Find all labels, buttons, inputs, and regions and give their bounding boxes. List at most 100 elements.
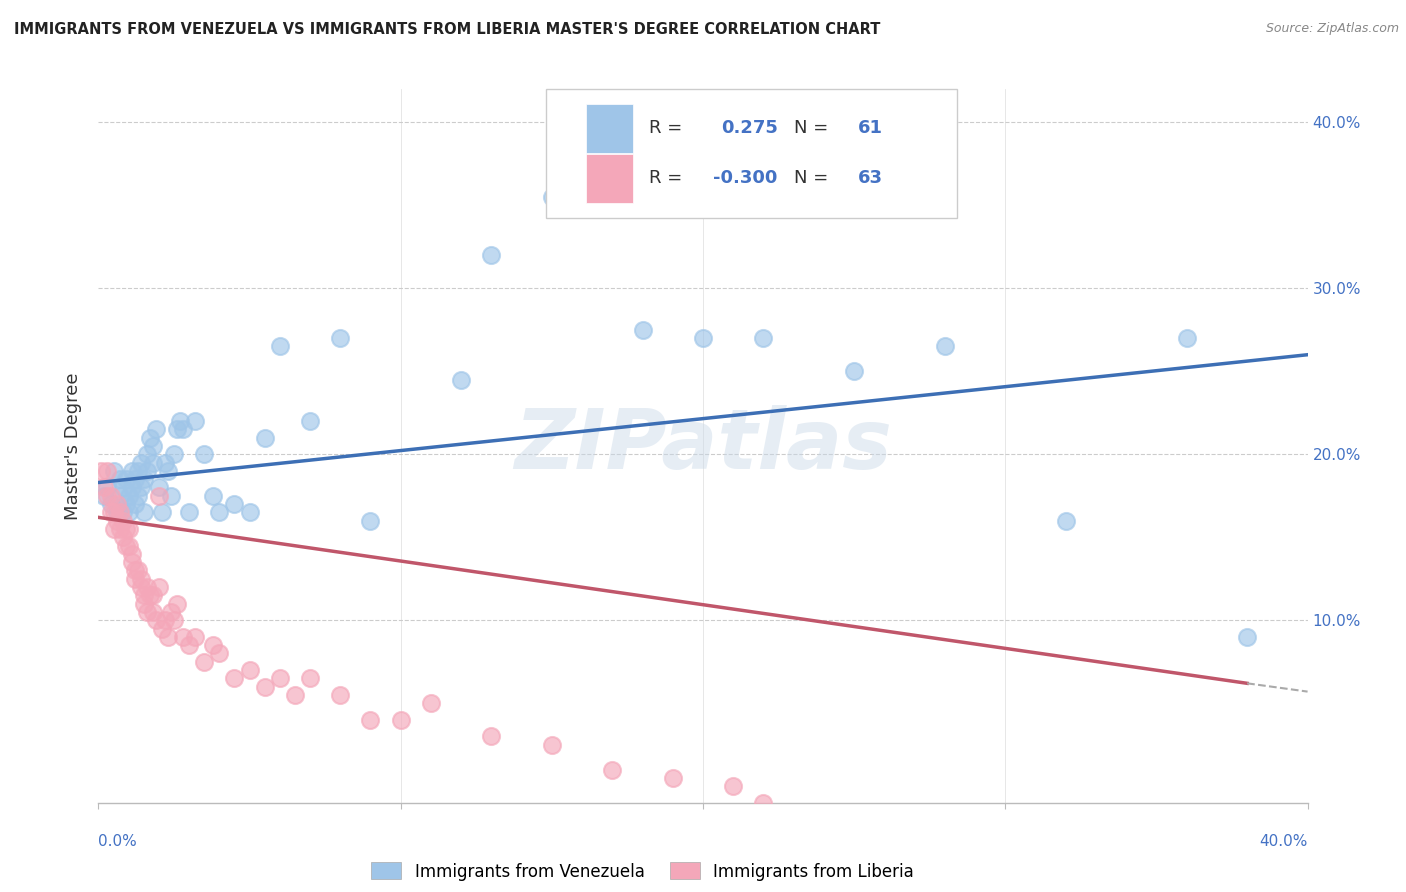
Point xyxy=(269,339,291,353)
Text: 0.0%: 0.0% xyxy=(98,834,138,849)
Point xyxy=(105,505,128,519)
Point xyxy=(163,613,186,627)
Point xyxy=(129,572,152,586)
Text: N =: N = xyxy=(793,169,834,187)
Point xyxy=(127,489,149,503)
Point xyxy=(150,622,173,636)
Point xyxy=(145,613,167,627)
Point xyxy=(172,422,194,436)
Point xyxy=(100,489,122,503)
Point xyxy=(114,497,136,511)
Point xyxy=(114,539,136,553)
Point xyxy=(96,464,118,478)
Point xyxy=(692,331,714,345)
Point xyxy=(145,422,167,436)
Point xyxy=(662,771,685,785)
Point xyxy=(132,505,155,519)
Point xyxy=(124,564,146,578)
Point xyxy=(124,497,146,511)
Point xyxy=(105,514,128,528)
Point xyxy=(96,481,118,495)
FancyBboxPatch shape xyxy=(586,103,633,153)
Point xyxy=(239,663,262,677)
Point xyxy=(844,364,866,378)
Point xyxy=(103,522,125,536)
Point xyxy=(179,505,201,519)
Point xyxy=(124,572,146,586)
Point xyxy=(121,555,143,569)
Point xyxy=(127,464,149,478)
Point xyxy=(193,447,215,461)
Point xyxy=(118,522,141,536)
Point xyxy=(142,439,165,453)
Text: R =: R = xyxy=(648,120,688,137)
Point xyxy=(118,539,141,553)
Point xyxy=(103,505,125,519)
Point xyxy=(160,605,183,619)
Point xyxy=(90,464,112,478)
Point xyxy=(153,613,176,627)
Text: N =: N = xyxy=(793,120,834,137)
Point xyxy=(269,671,291,685)
Point xyxy=(156,464,179,478)
Point xyxy=(631,323,654,337)
Point xyxy=(723,779,745,793)
Point xyxy=(111,481,134,495)
Point xyxy=(1054,514,1077,528)
Point xyxy=(148,489,170,503)
Point xyxy=(752,331,775,345)
FancyBboxPatch shape xyxy=(586,153,633,203)
Text: -0.300: -0.300 xyxy=(713,169,778,187)
Point xyxy=(129,580,152,594)
Point xyxy=(160,489,183,503)
Point xyxy=(93,481,115,495)
Point xyxy=(108,472,131,486)
Point xyxy=(224,497,246,511)
Point xyxy=(135,605,157,619)
Text: R =: R = xyxy=(648,169,688,187)
Point xyxy=(108,489,131,503)
Point xyxy=(135,447,157,461)
Point xyxy=(360,713,382,727)
Point xyxy=(132,597,155,611)
Point xyxy=(135,464,157,478)
Point xyxy=(389,713,412,727)
Point xyxy=(329,688,352,702)
Point xyxy=(153,456,176,470)
Point xyxy=(179,638,201,652)
Point xyxy=(148,580,170,594)
Point xyxy=(132,588,155,602)
Point xyxy=(169,414,191,428)
Text: 63: 63 xyxy=(858,169,883,187)
Text: 61: 61 xyxy=(858,120,883,137)
Point xyxy=(540,190,562,204)
Point xyxy=(163,447,186,461)
Point xyxy=(193,655,215,669)
Point xyxy=(184,630,207,644)
Point xyxy=(208,505,231,519)
Point xyxy=(103,464,125,478)
Point xyxy=(284,688,307,702)
Point xyxy=(142,588,165,602)
Point xyxy=(253,680,276,694)
Point xyxy=(142,605,165,619)
Point xyxy=(602,763,624,777)
Point xyxy=(166,422,188,436)
Point xyxy=(121,547,143,561)
Point xyxy=(129,456,152,470)
Point xyxy=(148,481,170,495)
Point xyxy=(156,630,179,644)
Point xyxy=(420,696,443,710)
Point xyxy=(139,431,162,445)
Point xyxy=(150,505,173,519)
Text: Source: ZipAtlas.com: Source: ZipAtlas.com xyxy=(1265,22,1399,36)
Text: 40.0%: 40.0% xyxy=(1260,834,1308,849)
Point xyxy=(142,456,165,470)
Point xyxy=(129,481,152,495)
Point xyxy=(224,671,246,685)
Point xyxy=(132,472,155,486)
Point xyxy=(202,489,225,503)
Point xyxy=(108,522,131,536)
Point xyxy=(135,580,157,594)
Point xyxy=(105,497,128,511)
